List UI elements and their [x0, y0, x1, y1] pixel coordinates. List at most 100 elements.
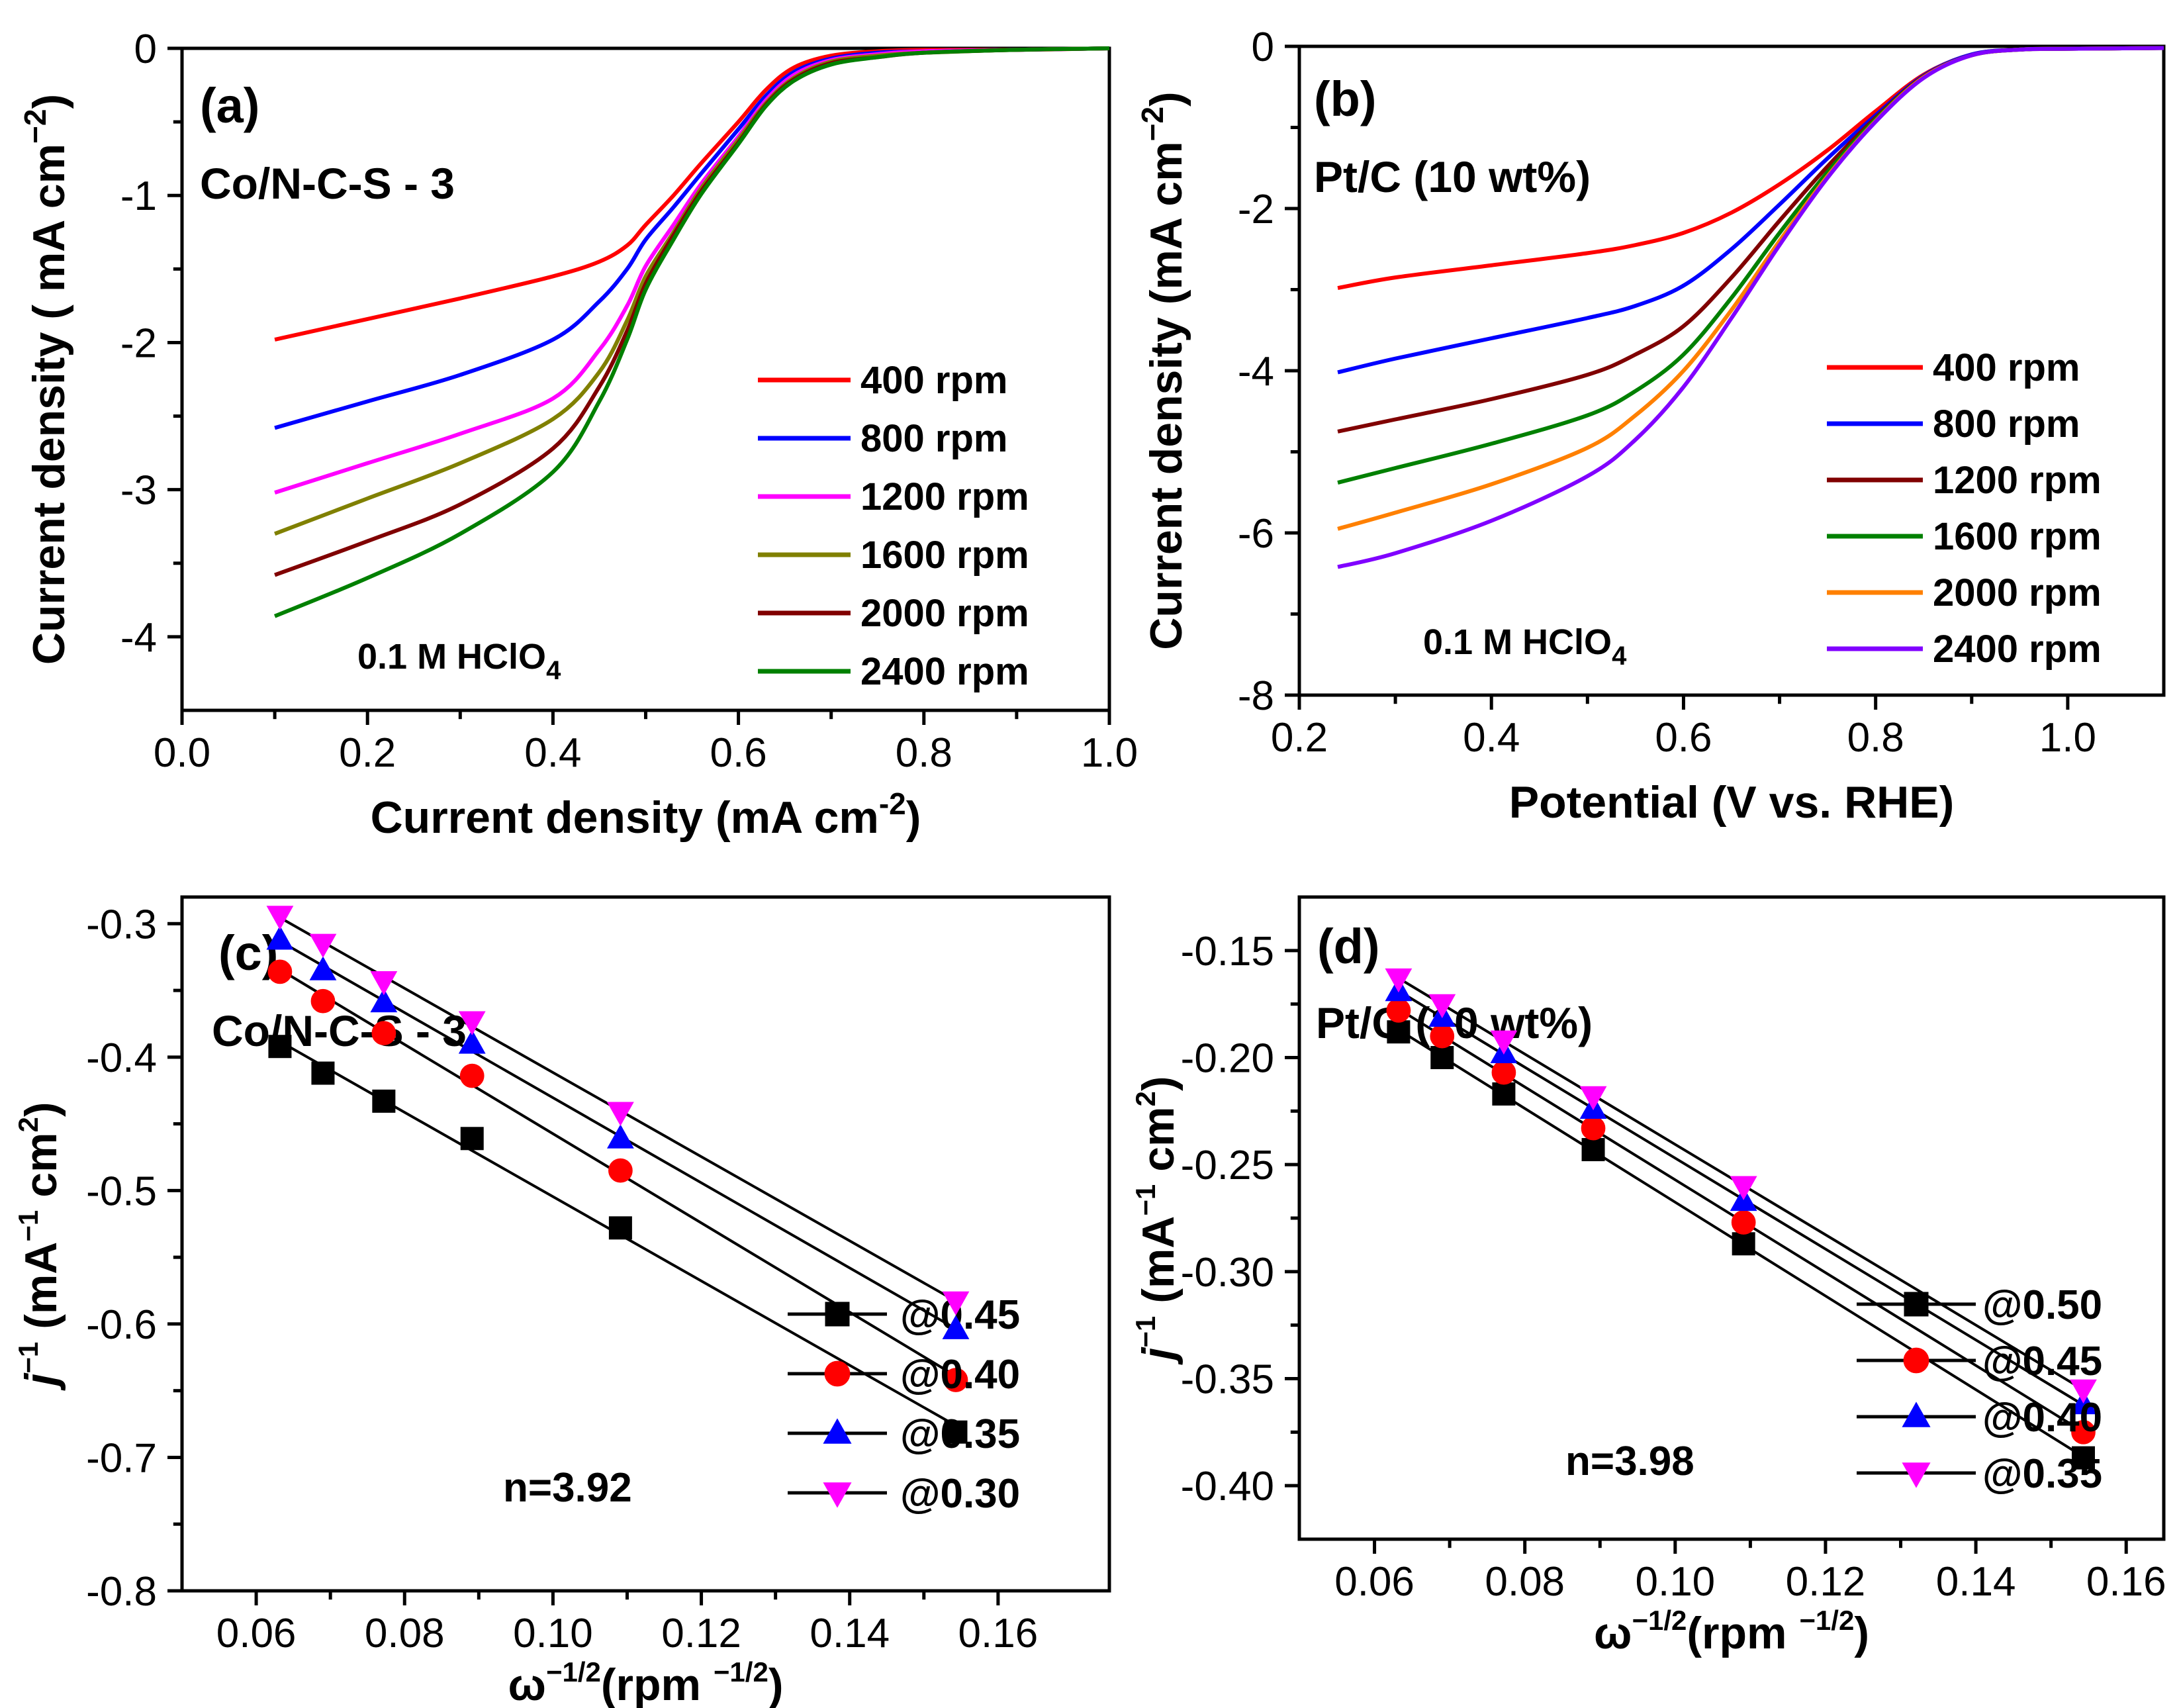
y-axis-label-text: Current density (mA cm: [1141, 141, 1191, 649]
series-line-1600-rpm: [274, 46, 1110, 536]
legend-label: 1200 rpm: [860, 475, 1029, 518]
data-point-@0.50: [1732, 1232, 1755, 1256]
legend-label: 1600 rpm: [1933, 515, 2102, 558]
data-point-@0.35: [1730, 1176, 1757, 1200]
x-tick-label: 1.0: [1081, 730, 1138, 776]
data-point-@0.30: [458, 1011, 486, 1035]
data-point-@0.35: [266, 925, 294, 950]
x-tick-label: 0.6: [1655, 715, 1712, 761]
data-point-@0.30: [606, 1102, 634, 1126]
series-line-2400-rpm: [273, 46, 1110, 618]
data-point-@0.45: [372, 1089, 396, 1113]
y-axis-label-sup: −1: [13, 1342, 44, 1374]
electrolyte-sub: 4: [1612, 641, 1627, 671]
data-point-@0.40: [943, 1368, 968, 1392]
data-point-@0.40: [310, 988, 336, 1014]
y-axis-label-sup: −1: [1130, 1316, 1161, 1348]
x-axis-label-text: Current density (mA cm: [371, 792, 879, 843]
legend-label: @0.40: [1982, 1395, 2102, 1441]
x-axis-label-end: ): [1854, 1608, 1869, 1658]
x-axis-label: Current density (mA cm-2): [371, 786, 921, 843]
data-point-@0.30: [942, 1291, 970, 1316]
data-point-@0.45: [608, 1216, 632, 1240]
electrolyte-text: 0.1 M HClO: [1423, 622, 1612, 662]
series-line-800-rpm: [1337, 46, 2164, 375]
y-axis-label: Current density ( mA cm−2): [18, 94, 74, 665]
data-point-@0.30: [370, 971, 398, 996]
legend-label: @0.35: [1982, 1451, 2102, 1497]
legend-label: 2400 rpm: [860, 650, 1029, 693]
data-point-@0.50: [1430, 1046, 1454, 1069]
data-point-@0.45: [460, 1127, 484, 1151]
x-tick-label: 0.12: [1786, 1559, 1866, 1605]
panel-a: 0.0 0.2 0.4 0.6 0.8 1.0 0 -1 -2 -3 -4 (a) Co/N-C-S -…: [18, 26, 1138, 843]
x-axis-label: ω−1/2(rpm −1/2): [1594, 1605, 1869, 1658]
y-axis-label-j: j: [16, 1372, 66, 1392]
x-tick-label: 0.16: [2086, 1559, 2166, 1605]
y-tick-label: -0.40: [1181, 1464, 1274, 1509]
panel-c: 0.06 0.08 0.10 0.12 0.14 0.16 -0.8 -0.7 -0.6 -0.5…: [13, 895, 1111, 1708]
y-axis-label-end: ): [1141, 91, 1191, 107]
legend-label: 1600 rpm: [860, 534, 1029, 577]
legend-label: @0.50: [1982, 1282, 2102, 1328]
plot-frame: [180, 895, 1111, 1593]
data-point-@0.45: [1491, 1060, 1516, 1085]
y-axis-label-mid: (mA: [1133, 1216, 1183, 1316]
y-axis-label-sup2: −1: [1130, 1184, 1161, 1216]
x-tick-label: 0.08: [365, 1611, 445, 1656]
legend-label: @0.40: [900, 1352, 1020, 1398]
legend-label: 800 rpm: [1933, 403, 2080, 446]
x-tick-label: 0.4: [1463, 715, 1520, 761]
data-point-@0.35: [370, 988, 398, 1013]
x-axis-label-text: ω: [508, 1660, 546, 1708]
y-axis-label-sup3: 2: [1130, 1091, 1161, 1106]
x-tick-label: 0.10: [513, 1611, 593, 1656]
y-tick-label: -0.3: [86, 902, 157, 947]
x-tick-label: 0.2: [1271, 715, 1328, 761]
legend-marker: [1903, 1347, 1929, 1374]
y-axis-label-end: ): [1133, 1076, 1183, 1092]
x-axis-label: Potential (V vs. RHE): [1509, 777, 1955, 828]
data-point-@0.40: [267, 959, 293, 984]
x-tick-label: 0.4: [524, 730, 581, 776]
data-point-@0.35: [1428, 994, 1456, 1019]
y-axis-label-mid2: cm: [1133, 1107, 1183, 1184]
x-tick-label: 0.2: [339, 730, 396, 776]
y-tick-label: 0: [134, 26, 157, 72]
y-axis-label-end: ): [16, 1102, 66, 1117]
sample-label: Pt/C (10 wt%): [1314, 152, 1591, 201]
electrolyte-label: 0.1 M HClO4: [357, 637, 561, 685]
legend-label: 2400 rpm: [1933, 628, 2102, 671]
legend-label: @0.45: [1982, 1339, 2102, 1384]
y-tick-label: -0.20: [1181, 1036, 1274, 1082]
x-tick-label: 0.8: [896, 730, 952, 776]
y-tick-label: -0.15: [1181, 929, 1274, 974]
y-tick-label: 0: [1252, 24, 1274, 70]
y-tick-label: -3: [120, 468, 157, 514]
x-axis-label-sup2: −1/2: [714, 1656, 768, 1687]
data-point-@0.50: [1387, 1020, 1411, 1044]
y-axis-label-mid2: cm: [16, 1133, 66, 1210]
x-axis-label-end: ): [906, 792, 921, 843]
y-tick-label: -8: [1238, 673, 1274, 719]
y-tick-label: -0.5: [86, 1168, 157, 1214]
x-axis-label-text: Potential (V vs. RHE): [1509, 777, 1955, 828]
panel-b: 0.2 0.4 0.6 0.8 1.0 0 -2 -4 -6 -8 (b) Pt/C (10 wt%)…: [1135, 24, 2166, 828]
legend-label: 2000 rpm: [860, 592, 1029, 635]
y-tick-label: -0.4: [86, 1035, 157, 1081]
data-point-@0.40: [371, 1021, 396, 1045]
legend-label: 2000 rpm: [1933, 571, 2102, 614]
data-point-@0.35: [942, 1315, 970, 1339]
y-tick-label: -2: [120, 320, 157, 366]
series-line-2400-rpm: [1337, 46, 2164, 569]
x-axis-label-sup2: −1/2: [1799, 1605, 1854, 1636]
plot-frame: [1297, 895, 2166, 1541]
legend-marker: [823, 1418, 852, 1444]
x-tick-label: 0.6: [710, 730, 766, 776]
data-point-@0.45: [1430, 1023, 1455, 1049]
y-axis-label-end: ): [24, 94, 74, 109]
x-axis-label-text: ω: [1594, 1608, 1632, 1658]
sample-label: Co/N-C-S - 3: [212, 1006, 467, 1055]
y-axis-label: j−1 (mA−1 cm2): [13, 1102, 66, 1392]
